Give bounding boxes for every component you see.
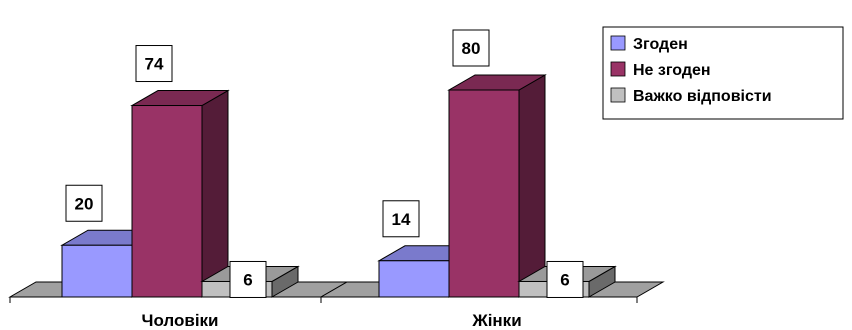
legend-swatch bbox=[610, 35, 626, 51]
bar-side bbox=[518, 74, 546, 298]
legend-swatch bbox=[610, 61, 626, 77]
bar bbox=[448, 89, 520, 298]
data-label-box bbox=[382, 200, 420, 238]
data-label-box bbox=[65, 184, 103, 222]
legend-box bbox=[602, 26, 844, 120]
data-label: 14 bbox=[392, 210, 411, 229]
bar bbox=[131, 105, 203, 298]
data-label-box bbox=[135, 45, 173, 83]
legend-label: Згоден bbox=[633, 36, 688, 53]
bar bbox=[378, 260, 450, 298]
data-label: 6 bbox=[560, 270, 569, 289]
data-label-box bbox=[546, 260, 584, 298]
legend-label: Не згоден bbox=[633, 62, 711, 79]
bar-side bbox=[201, 89, 229, 298]
legend-label: Важко відповісти bbox=[633, 88, 772, 105]
data-label: 80 bbox=[462, 39, 481, 58]
data-label-box bbox=[452, 29, 490, 67]
bar bbox=[61, 244, 133, 298]
data-label-box bbox=[229, 260, 267, 298]
legend-swatch bbox=[610, 87, 626, 103]
data-label: 20 bbox=[75, 194, 94, 213]
category-label: Жінки bbox=[471, 311, 521, 330]
data-label: 6 bbox=[243, 270, 252, 289]
category-label: Чоловіки bbox=[142, 311, 219, 330]
data-label: 74 bbox=[145, 55, 164, 74]
